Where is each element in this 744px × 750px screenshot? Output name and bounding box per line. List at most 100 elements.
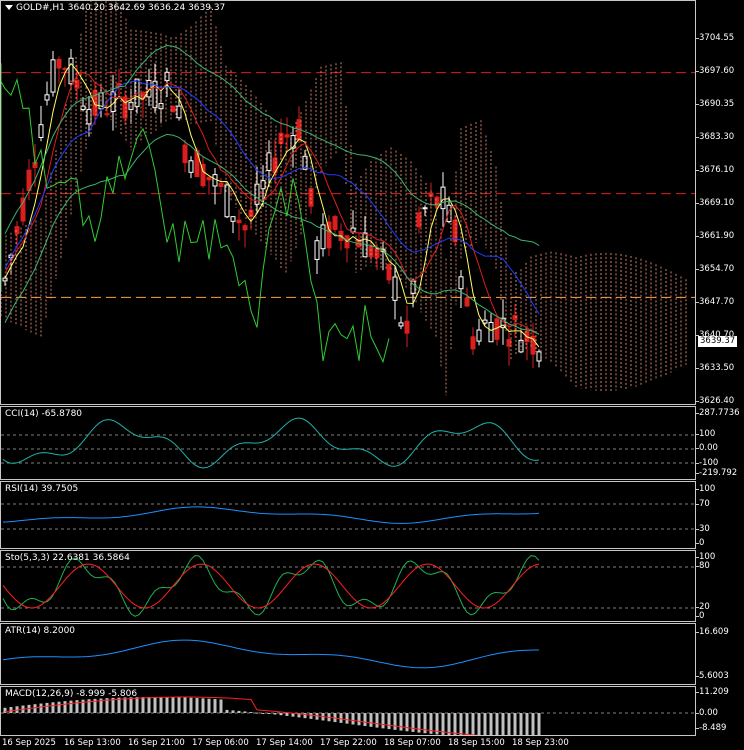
- macd-histogram-bar: [417, 713, 421, 733]
- time-tick: 18 Sep 23:00: [512, 738, 569, 748]
- macd-histogram-bar: [363, 713, 367, 727]
- macd-histogram-bar: [243, 711, 247, 713]
- macd-histogram-bar: [135, 697, 139, 713]
- rsi-tick: 70: [696, 499, 710, 509]
- price-tick: 3626.40: [695, 396, 735, 406]
- candle-body: [440, 186, 446, 210]
- chart-header: GOLD#,H1 3640.20 3642.69 3636.24 3639.37: [5, 3, 225, 13]
- macd-histogram-bar: [3, 707, 7, 713]
- rsi-pane[interactable]: RSI(14) 39.7505: [0, 481, 696, 549]
- tenkan-line: [4, 72, 540, 335]
- current-price-label: 3639.37: [698, 336, 738, 347]
- candle-body: [536, 351, 542, 362]
- price-axis[interactable]: 3704.55 3697.60 3690.35 3683.30 3676.10 …: [695, 0, 744, 406]
- macd-histogram-bar: [123, 697, 127, 713]
- macd-histogram-bar: [423, 713, 427, 734]
- candle-body: [182, 144, 188, 164]
- macd-histogram-bar: [471, 713, 475, 735]
- cci-tick: 0.00: [696, 443, 718, 453]
- macd-histogram-bar: [231, 710, 235, 713]
- time-tick: 16 Sep 21:00: [128, 738, 185, 748]
- ohlc-close: 3639.37: [188, 3, 226, 13]
- macd-axis[interactable]: 11.209 0.00 -8.489: [695, 686, 744, 736]
- cci-tick: -100: [695, 458, 719, 468]
- candle-body: [446, 204, 452, 223]
- macd-histogram-bar: [177, 697, 181, 713]
- candle-body: [206, 176, 212, 181]
- macd-histogram-bar: [57, 701, 61, 713]
- macd-tick: 0.00: [696, 708, 718, 718]
- candle-body: [26, 169, 32, 192]
- candle-body: [62, 67, 68, 70]
- macd-histogram-bar: [141, 697, 145, 713]
- stochastic-pane[interactable]: Sto(5,3,3) 22.6381 36.5864: [0, 550, 696, 622]
- macd-histogram-bar: [345, 713, 349, 724]
- macd-histogram-bar: [117, 697, 121, 713]
- macd-histogram-bar: [399, 713, 403, 731]
- candle-body: [506, 339, 512, 347]
- candle-body: [56, 58, 62, 69]
- macd-histogram-bar: [225, 709, 229, 713]
- macd-histogram-bar: [105, 698, 109, 713]
- candle-body: [290, 135, 296, 149]
- macd-canvas: [1, 696, 695, 735]
- macd-histogram-bar: [75, 700, 79, 713]
- price-chart-pane[interactable]: GOLD#,H1 3640.20 3642.69 3636.24 3639.37: [0, 0, 696, 405]
- price-chart-canvas[interactable]: [1, 1, 695, 404]
- kijun-line: [4, 80, 540, 315]
- ohlc-high: 3642.69: [107, 3, 146, 13]
- time-tick: 16 Sep 2025: [2, 738, 56, 748]
- cci-canvas: [1, 417, 695, 469]
- macd-histogram-bar: [459, 713, 463, 735]
- candle-body: [404, 320, 410, 334]
- time-tick: 16 Sep 13:00: [64, 738, 121, 748]
- cci-tick: 100: [695, 429, 716, 439]
- candle-body: [80, 105, 86, 111]
- rsi-line: [2, 506, 540, 524]
- stochastic-label: Sto(5,3,3) 22.6381 36.5864: [5, 553, 130, 563]
- rsi-axis[interactable]: 100 70 30 0: [695, 481, 744, 549]
- atr-axis[interactable]: 16.609 5.6003: [696, 623, 744, 685]
- candle-body: [164, 71, 170, 82]
- time-axis[interactable]: 16 Sep 2025 16 Sep 13:00 16 Sep 21:00 17…: [0, 736, 696, 750]
- candle-body: [218, 182, 224, 187]
- candle-body: [176, 105, 182, 119]
- candle-body: [122, 96, 128, 119]
- candle-body: [416, 212, 422, 228]
- candle-body: [86, 108, 92, 125]
- macd-histogram-bar: [99, 698, 103, 713]
- rsi-tick: 0: [695, 538, 705, 548]
- macd-histogram-bar: [279, 713, 283, 716]
- cci-axis[interactable]: 287.7736 100 0.00 -100 -219.792: [695, 406, 744, 480]
- dropdown-triangle-icon[interactable]: [5, 5, 13, 10]
- macd-histogram-bar: [183, 697, 187, 713]
- candle-body: [230, 216, 236, 222]
- atr-line: [2, 639, 539, 669]
- candle-body: [44, 94, 50, 101]
- candle-body: [242, 225, 248, 231]
- macd-histogram-bar: [63, 701, 67, 713]
- price-tick: 3640.70: [695, 330, 735, 340]
- stochastic-axis[interactable]: 100 80 20 0: [695, 550, 744, 622]
- macd-pane[interactable]: MACD(12,26,9) -8.999 -5.806: [0, 686, 696, 736]
- chikou-line: [1, 63, 390, 364]
- cci-tick: 287.7736: [696, 408, 740, 418]
- candle-body: [320, 224, 326, 250]
- candle-body: [308, 188, 314, 207]
- macd-label: MACD(12,26,9) -8.999 -5.806: [5, 689, 138, 699]
- atr-pane[interactable]: ATR(14) 8.2000: [0, 623, 696, 685]
- macd-histogram-bar: [261, 713, 265, 714]
- macd-histogram-bar: [411, 713, 415, 732]
- stoch-tick: 0: [695, 611, 705, 621]
- macd-histogram-bar: [291, 713, 295, 717]
- candle-body: [368, 245, 374, 258]
- candle-body: [104, 113, 110, 116]
- price-tick: 3633.50: [695, 363, 735, 373]
- macd-tick: 11.209: [696, 687, 729, 697]
- candle-body: [482, 319, 488, 324]
- cci-pane[interactable]: CCI(14) -65.8780: [0, 406, 696, 480]
- time-tick: 17 Sep 14:00: [256, 738, 313, 748]
- macd-histogram-bar: [45, 702, 49, 713]
- macd-histogram-bar: [267, 713, 271, 714]
- macd-histogram-bar: [375, 713, 379, 728]
